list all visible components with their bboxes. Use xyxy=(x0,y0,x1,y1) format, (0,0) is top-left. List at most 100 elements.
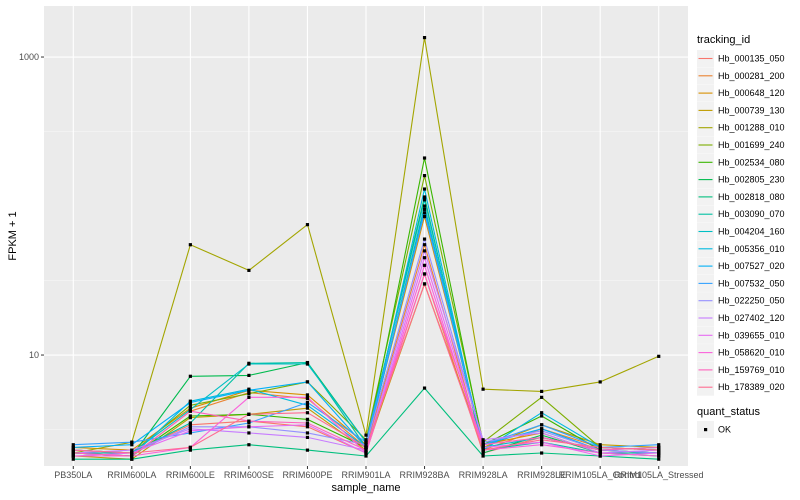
data-point xyxy=(422,211,427,215)
data-point xyxy=(540,438,544,442)
data-point xyxy=(364,438,368,442)
data-point xyxy=(247,412,251,416)
legend-label: Hb_001699_240 xyxy=(718,140,785,150)
data-point xyxy=(130,454,134,458)
data-point xyxy=(598,445,602,449)
data-point xyxy=(481,443,485,447)
data-point xyxy=(71,445,75,449)
data-point xyxy=(481,438,485,442)
legend-label: Hb_000281_200 xyxy=(718,71,785,81)
legend-label: Hb_001288_010 xyxy=(718,123,785,133)
data-point xyxy=(422,195,427,199)
x-tick-label: RRIM928LE xyxy=(517,470,566,480)
data-point xyxy=(305,448,310,452)
data-point xyxy=(422,174,427,178)
data-point xyxy=(305,403,310,407)
data-point xyxy=(598,380,602,384)
data-point xyxy=(247,419,251,423)
x-tick-label: RRIM928BA xyxy=(400,470,450,480)
data-point xyxy=(481,454,485,458)
data-point xyxy=(305,425,310,429)
legend-label: Hb_007532_050 xyxy=(718,278,785,288)
data-point xyxy=(598,443,602,447)
data-point xyxy=(305,362,310,366)
data-point xyxy=(305,411,310,415)
x-tick-label: RRIM600LA xyxy=(107,470,156,480)
data-point xyxy=(540,451,544,455)
data-point xyxy=(540,414,544,418)
data-point xyxy=(247,425,251,429)
legend-items: Hb_000135_050 Hb_000281_200 Hb_000648_120 H… xyxy=(697,50,785,396)
data-point xyxy=(540,389,544,394)
data-point xyxy=(247,362,251,366)
data-point xyxy=(481,451,485,455)
data-point xyxy=(540,423,544,427)
data-point xyxy=(305,423,310,427)
data-point xyxy=(422,249,427,253)
data-point xyxy=(71,448,75,452)
data-point xyxy=(422,282,427,286)
data-point xyxy=(130,440,134,444)
data-point xyxy=(188,416,192,420)
data-point xyxy=(188,400,192,405)
y-axis-ticks: 10 1000 xyxy=(19,52,44,360)
data-point xyxy=(422,256,427,260)
data-point xyxy=(247,268,251,272)
data-point xyxy=(247,373,251,377)
data-point xyxy=(481,445,485,449)
data-point xyxy=(481,387,485,391)
data-point xyxy=(188,403,192,407)
x-tick-label: RRIM600SE xyxy=(224,470,274,480)
data-point xyxy=(657,448,661,452)
data-point xyxy=(422,156,427,160)
data-point xyxy=(364,448,368,452)
data-point xyxy=(71,457,75,461)
data-point xyxy=(364,445,368,449)
y-axis-title: FPKM + 1 xyxy=(7,211,19,260)
data-point xyxy=(247,392,251,396)
data-points xyxy=(71,36,661,461)
shape-legend-title: quant_status xyxy=(697,406,760,418)
data-point xyxy=(247,421,251,425)
shape-legend-label: OK xyxy=(718,425,731,435)
data-point xyxy=(422,272,427,276)
legend-label: Hb_005356_010 xyxy=(718,244,785,254)
shape-legend-items: OK xyxy=(697,421,731,438)
x-tick-label: PB350LA xyxy=(54,470,92,480)
data-point xyxy=(422,214,427,219)
data-point xyxy=(247,395,251,399)
legend-label: Hb_002534_080 xyxy=(718,157,785,167)
legend-label: Hb_027402_120 xyxy=(718,313,785,323)
data-point xyxy=(305,431,310,435)
legend-label: Hb_058620_010 xyxy=(718,348,785,358)
data-point xyxy=(188,448,192,452)
data-point xyxy=(598,448,602,452)
data-point xyxy=(540,411,544,415)
y-tick-label: 10 xyxy=(29,350,39,360)
data-point xyxy=(130,448,134,452)
y-tick-label: 1000 xyxy=(19,52,39,62)
data-point xyxy=(188,414,192,418)
legend-label: Hb_000648_120 xyxy=(718,88,785,98)
data-point xyxy=(188,243,192,247)
major-gridlines xyxy=(44,6,688,466)
data-point xyxy=(305,393,310,397)
data-point xyxy=(188,431,192,435)
data-point xyxy=(657,445,661,449)
data-point xyxy=(305,400,310,405)
legend-label: Hb_004204_160 xyxy=(718,227,785,237)
data-point xyxy=(305,406,310,410)
data-point xyxy=(422,207,427,211)
data-point xyxy=(364,454,368,458)
data-point xyxy=(657,454,661,458)
data-point xyxy=(422,187,427,191)
data-point xyxy=(598,454,602,458)
data-point xyxy=(422,263,427,267)
data-point xyxy=(657,457,661,461)
data-point xyxy=(540,433,544,437)
data-point xyxy=(247,443,251,447)
data-point xyxy=(305,421,310,425)
data-point xyxy=(130,457,134,461)
data-point xyxy=(540,429,544,433)
